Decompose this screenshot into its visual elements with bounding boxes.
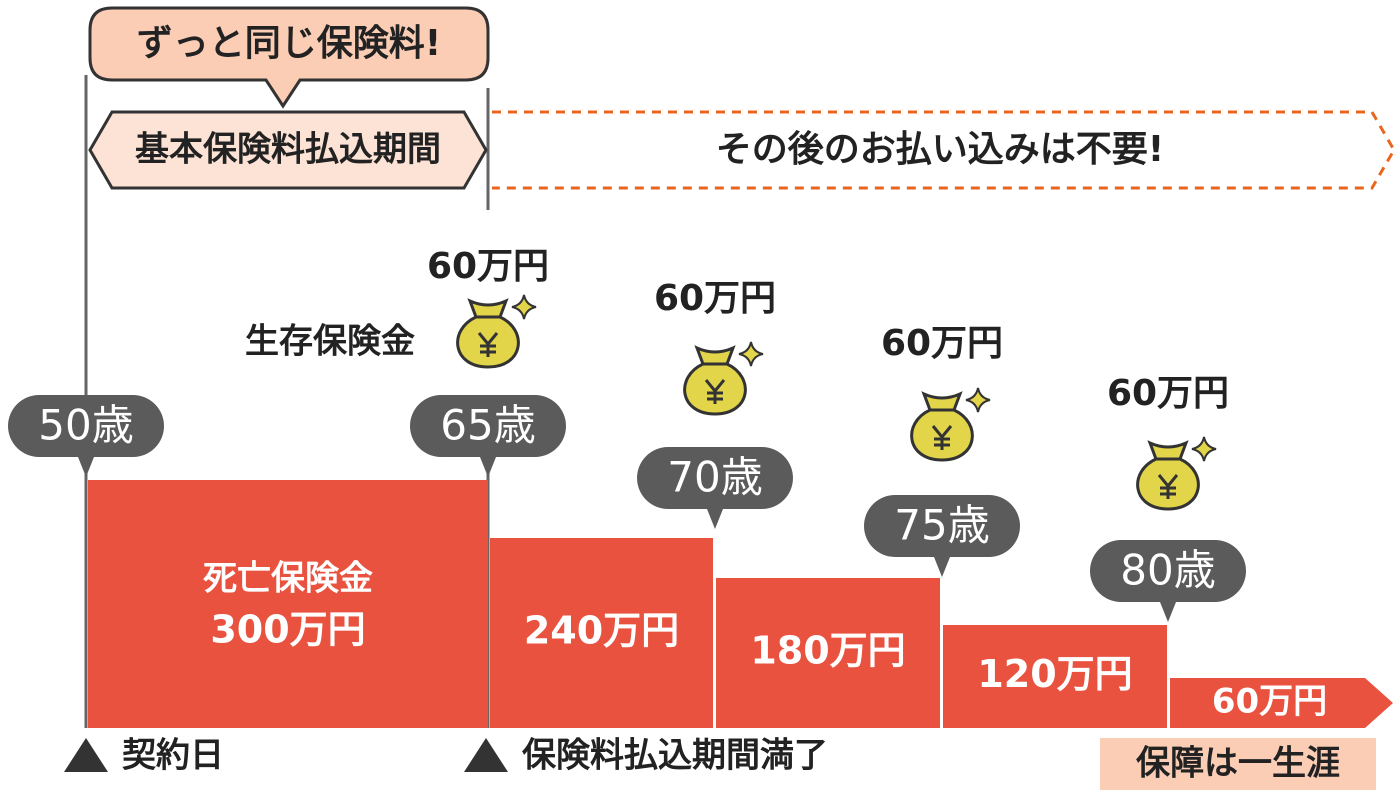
triangle-marker	[64, 738, 108, 772]
money-bag-icon	[683, 341, 764, 416]
money-bag-icon	[456, 294, 537, 369]
triangle-marker	[464, 738, 508, 772]
sparkle	[511, 294, 537, 320]
bag-top	[467, 298, 509, 319]
age-pill	[1090, 540, 1246, 622]
age-pill	[637, 447, 793, 529]
benefit-bar	[1170, 678, 1393, 728]
money-bag-icon	[910, 387, 991, 462]
age-pill	[864, 495, 1020, 577]
yen-glyph	[477, 332, 499, 357]
yen-glyph	[704, 379, 726, 404]
sparkle	[738, 341, 764, 367]
coverage-text: 保障は一生涯	[1136, 744, 1340, 784]
bar-amount: 60万円	[1212, 682, 1327, 722]
payment-period-text: 基本保険料払込期間	[135, 130, 441, 170]
benefit-bar	[490, 538, 713, 728]
money-bag-icon	[1136, 436, 1217, 511]
bar-amount: 180万円	[750, 629, 905, 673]
age-pill	[8, 395, 164, 477]
bag-top	[921, 391, 963, 412]
bar-amount: 300万円	[210, 608, 365, 652]
sparkle	[1191, 436, 1217, 462]
after-period-text: その後のお払い込みは不要!	[716, 129, 1164, 170]
yen-glyph	[931, 425, 953, 450]
coverage-box	[1100, 738, 1376, 790]
bag-top	[694, 345, 736, 366]
benefit-bar	[943, 625, 1167, 728]
survival-amount: 60万円	[1107, 373, 1229, 414]
yen-glyph	[1157, 474, 1179, 499]
bar-label: 死亡保険金	[203, 559, 373, 599]
age-text: 65歳	[440, 401, 535, 450]
bar-amount: 240万円	[524, 609, 679, 653]
bag-top	[1147, 440, 1189, 461]
callout-text: ずっと同じ保険料!	[137, 23, 441, 64]
benefit-bar	[88, 480, 488, 728]
payment-period-box	[88, 110, 488, 190]
age-text: 80歳	[1120, 546, 1215, 595]
age-text: 70歳	[667, 453, 762, 502]
milestone-text: 契約日	[122, 736, 224, 776]
milestone-text: 保険料払込期間満了	[522, 736, 828, 776]
sparkle	[965, 387, 991, 413]
age-pill	[410, 395, 566, 477]
benefit-bar	[716, 578, 940, 728]
survival-amount: 60万円	[881, 323, 1003, 364]
survival-amount: 60万円	[654, 278, 776, 319]
age-text: 50歳	[38, 401, 133, 450]
callout-bubble	[88, 6, 490, 109]
bar-amount: 120万円	[977, 652, 1132, 696]
survival-amount: 60万円	[427, 246, 549, 287]
survival-label: 生存保険金	[245, 322, 415, 362]
age-text: 75歳	[894, 501, 989, 550]
